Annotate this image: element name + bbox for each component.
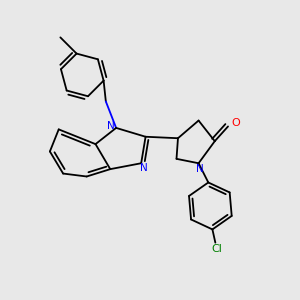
- Text: Cl: Cl: [212, 244, 222, 254]
- Text: N: N: [140, 163, 147, 173]
- Text: N: N: [107, 121, 115, 130]
- Text: O: O: [231, 118, 240, 128]
- Text: N: N: [196, 164, 204, 173]
